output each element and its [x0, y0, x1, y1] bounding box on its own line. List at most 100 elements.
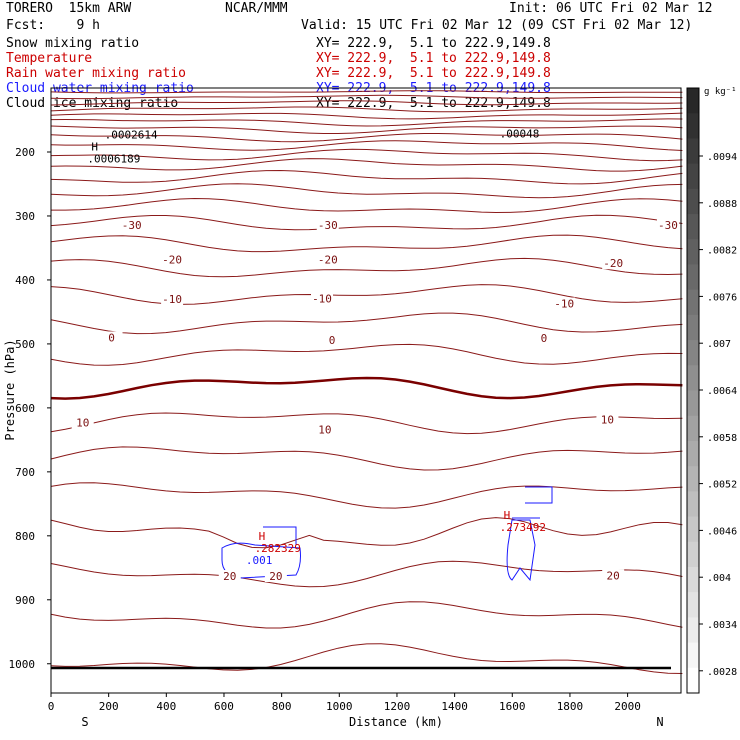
axes: 0 200 400 600 800 1000 1200 1400 1600 1800 2000200… — [3, 146, 664, 729]
temperature-contour — [50, 234, 683, 253]
field-xy-snow: XY= 222.9, 5.1 to 222.9,149.8 — [316, 36, 551, 51]
extremum-marker: H — [259, 530, 266, 543]
temperature-label-bg — [553, 297, 576, 310]
temperature-contour — [50, 343, 683, 366]
colorbar-swatch — [687, 113, 699, 139]
extremum-value: .001 — [246, 554, 273, 567]
temperature-label-bg — [218, 570, 241, 583]
temperature-contour — [50, 169, 683, 185]
temperature-label-bg — [161, 253, 184, 266]
colorbar-label: .0058 — [707, 433, 737, 444]
x-axis-label: Distance (km) — [349, 715, 443, 729]
temperature-label: -20 — [318, 253, 338, 266]
temperature-contour — [50, 284, 683, 305]
temperature-contour — [50, 140, 683, 151]
colorbar-label: .004 — [707, 573, 731, 584]
y-tick-label: 1000 — [9, 658, 36, 671]
temperature-contour — [50, 517, 683, 549]
field-label-rain: Rain water mixing ratio — [6, 66, 187, 81]
y-axis-label: Pressure (hPa) — [3, 339, 17, 440]
temperature-contour — [50, 112, 683, 120]
colorbar-swatch — [687, 491, 699, 518]
y-tick-label: 500 — [15, 338, 35, 351]
temperature-contour — [50, 148, 683, 162]
cloud-water-contour — [506, 486, 553, 582]
temperature-label-bg — [602, 569, 625, 582]
extremum-value: .0006189 — [87, 152, 140, 165]
temperature-label-bg — [656, 218, 679, 231]
colorbar-swatch — [687, 340, 699, 366]
colorbar-swatch — [687, 390, 699, 417]
colorbar-swatch — [687, 214, 699, 240]
temperature-label: -30 — [318, 219, 338, 232]
temperature-label: 0 — [329, 334, 336, 347]
forecast-hour: Fcst: 9 h — [6, 18, 100, 33]
colorbar-label: .0028 — [707, 667, 737, 678]
temperature-label-bg — [71, 416, 94, 429]
y-tick-label: 700 — [15, 466, 35, 479]
temperature-label-bg — [264, 570, 287, 583]
colorbar-label: .0082 — [707, 246, 737, 257]
colorbar-label: .0076 — [707, 292, 737, 303]
extremum-value: .00048 — [500, 127, 540, 140]
temperature-contour — [50, 133, 683, 143]
colorbar-swatch — [687, 541, 699, 568]
extremum-marker: H — [504, 509, 511, 522]
colorbar-label: .0052 — [707, 480, 737, 491]
colorbar-swatch — [687, 516, 699, 543]
temperature-label: 20 — [223, 570, 236, 583]
temperature-label: -30 — [658, 219, 678, 232]
temperature-contour — [50, 257, 683, 278]
colorbar-swatch — [687, 365, 699, 391]
temperature-label: -10 — [312, 292, 332, 305]
temperature-contour — [50, 482, 683, 509]
colorbar: g kg⁻¹ .0094 .0088 .0082 .0076 .007 .0064 .0058… — [686, 87, 737, 694]
colorbar-label: .0046 — [707, 526, 737, 537]
colorbar-label: .0034 — [707, 620, 737, 631]
temperature-label: -10 — [162, 293, 182, 306]
temperature-contour — [50, 560, 683, 588]
colorbar-swatch — [687, 592, 699, 618]
temperature-label-bg — [316, 218, 339, 231]
field-label-temperature: Temperature — [6, 51, 93, 66]
colorbar-label: .007 — [707, 339, 731, 350]
colorbar-swatch — [687, 667, 699, 694]
temperature-contours — [50, 90, 683, 674]
temperature-label: -20 — [603, 257, 623, 270]
y-tick-label: 200 — [15, 146, 35, 159]
colorbar-swatch — [687, 440, 699, 467]
temperature-contour — [50, 106, 683, 113]
extremum-value: .282329 — [255, 542, 301, 555]
init-time: Init: 06 UTC Fri 02 Mar 12 — [509, 1, 713, 16]
temperature-contour — [50, 183, 683, 199]
temperature-contour — [50, 158, 683, 172]
colorbar-unit: g kg⁻¹ — [704, 87, 737, 97]
temperature-label: 0 — [108, 331, 115, 344]
x-tick-label: 2000 — [614, 700, 641, 713]
colorbar-swatch — [687, 264, 699, 291]
temperature-contour — [51, 197, 683, 214]
temperature-label: 20 — [607, 569, 620, 582]
x-tick-label: 400 — [156, 700, 176, 713]
colorbar-swatch — [687, 138, 699, 165]
temperature-label: 10 — [76, 417, 89, 430]
valid-time: Valid: 15 UTC Fri 02 Mar 12 (09 CST Fri … — [301, 18, 693, 33]
temperature-label: 10 — [318, 424, 331, 437]
colorbar-label: .0094 — [707, 152, 737, 163]
x-end-label-north: N — [656, 715, 663, 729]
temperature-contour — [50, 118, 683, 127]
temperature-contour — [50, 412, 683, 435]
extremum-value: .273492 — [500, 521, 546, 534]
temperature-contour — [50, 125, 683, 134]
temperature-label: 10 — [601, 413, 614, 426]
colorbar-label: .0064 — [707, 386, 737, 397]
temperature-label-bg — [602, 257, 625, 270]
x-tick-label: 200 — [99, 700, 119, 713]
field-label-snow: Snow mixing ratio — [6, 36, 140, 51]
field-xy-temperature: XY= 222.9, 5.1 to 222.9,149.8 — [316, 51, 551, 66]
y-tick-label: 300 — [15, 210, 35, 223]
x-tick-label: 0 — [48, 700, 55, 713]
y-tick-label: 600 — [15, 402, 35, 415]
x-end-label-south: S — [81, 715, 88, 729]
temperature-label-bg — [532, 332, 555, 345]
